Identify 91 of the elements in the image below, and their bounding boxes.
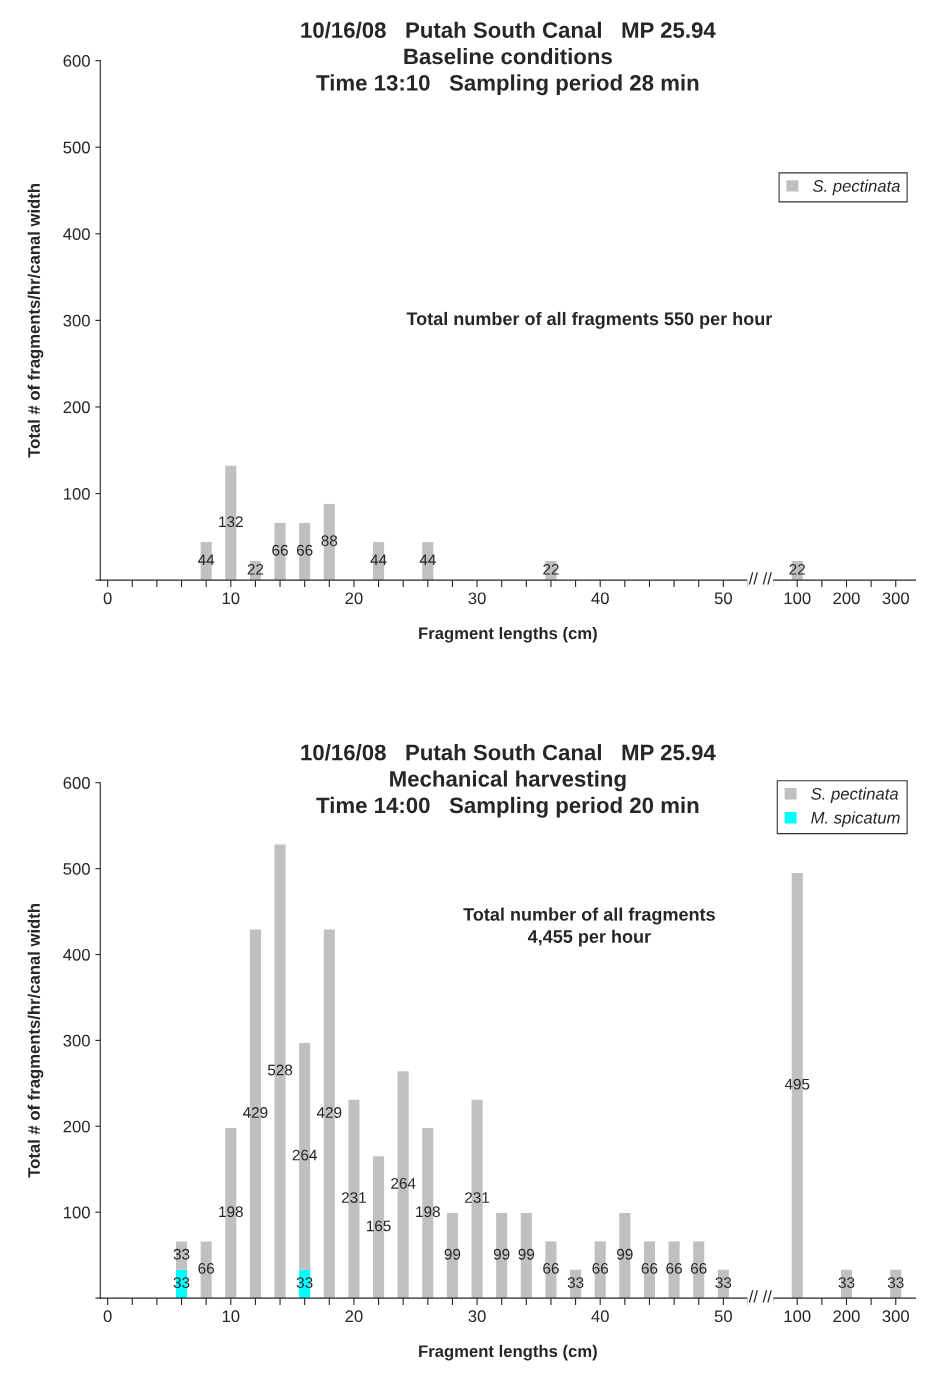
data-label: 99 — [518, 1248, 535, 1260]
x-tick-label: 40 — [591, 592, 609, 605]
data-label: 165 — [366, 1220, 391, 1232]
data-label: 33 — [838, 1277, 855, 1288]
data-label: 66 — [666, 1263, 682, 1274]
y-tick-label: 600 — [63, 777, 90, 789]
data-label: 528 — [267, 1064, 293, 1076]
bar — [545, 1241, 557, 1299]
data-label: 33 — [887, 1277, 904, 1288]
x-tick-label: 50 — [714, 1310, 732, 1323]
chart-subtitle: Baseline conditions Time 13:10 Sampling period 28 min — [316, 48, 699, 96]
data-label: 231 — [465, 1192, 490, 1203]
data-label: 495 — [784, 1078, 810, 1090]
x-tick-label: 300 — [882, 1310, 909, 1323]
x-tick-label: 50 — [714, 592, 732, 605]
y-axis-title: Total # of fragments/hr/canal width — [27, 904, 44, 1178]
legend-label: S. pectinata — [812, 179, 900, 196]
bar — [594, 1241, 606, 1299]
y-tick-label: 100 — [64, 487, 90, 500]
data-label: 22 — [543, 563, 559, 575]
y-tick-label: 500 — [63, 863, 90, 875]
y-tick-label: 200 — [63, 401, 90, 414]
data-label: 198 — [416, 1206, 440, 1218]
x-tick-label: 20 — [345, 592, 363, 605]
chart-subtitle: Mechanical harvesting Time 14:00 Sampling period 20 min — [316, 770, 699, 818]
legend-label: S. pectinata — [811, 787, 899, 804]
data-label: 88 — [321, 535, 338, 547]
data-label: 66 — [641, 1263, 658, 1274]
bar — [668, 1241, 680, 1299]
bar — [693, 1241, 705, 1299]
x-tick-label: 200 — [833, 1310, 860, 1323]
data-label: 22 — [247, 563, 264, 575]
data-label: 429 — [316, 1107, 342, 1118]
y-axis-title: Total # of fragments/hr/canal width — [27, 184, 44, 458]
y-tick-label: 400 — [63, 228, 90, 240]
annotation: Total number of all fragments 4,455 per hour — [463, 907, 715, 947]
data-label: 198 — [219, 1206, 243, 1218]
data-label: 66 — [691, 1263, 707, 1274]
data-label: 231 — [341, 1192, 366, 1203]
data-label: 33 — [567, 1277, 584, 1288]
x-axis-title: Fragment lengths (cm) — [419, 1344, 597, 1361]
x-tick-label: 300 — [882, 592, 909, 605]
data-label: 99 — [444, 1248, 461, 1260]
data-label: 264 — [292, 1149, 317, 1161]
data-label: 33 — [715, 1277, 732, 1288]
data-label: 66 — [296, 544, 313, 556]
annotation: // // — [748, 1290, 772, 1303]
data-label: 99 — [493, 1248, 510, 1260]
y-tick-label: 500 — [63, 141, 90, 154]
bar — [643, 1241, 656, 1299]
x-tick-label: 30 — [468, 592, 486, 605]
bar — [200, 1241, 212, 1299]
bar — [619, 1213, 631, 1299]
data-label: 66 — [198, 1263, 214, 1274]
bar — [520, 1213, 532, 1299]
x-tick-label: 0 — [103, 592, 112, 605]
y-tick-label: 300 — [63, 1034, 90, 1047]
data-label: 429 — [243, 1107, 268, 1118]
bar — [496, 1213, 508, 1299]
x-tick-label: 40 — [591, 1310, 609, 1323]
x-axis-title: Fragment lengths (cm) — [419, 626, 597, 643]
x-tick-label: 10 — [222, 1310, 240, 1323]
annotation: Total number of all fragments 550 per hour — [406, 311, 773, 329]
x-tick-label: 20 — [345, 1310, 363, 1323]
y-tick-label: 400 — [63, 948, 90, 961]
chart-title: 10/16/08 Putah South Canal MP 25.94 — [301, 744, 716, 761]
data-label: 22 — [789, 563, 805, 575]
annotation: // // — [748, 572, 772, 585]
legend-label: M. spicatum — [811, 811, 900, 827]
y-tick-label: 600 — [63, 55, 90, 67]
data-label: 66 — [272, 544, 288, 556]
chart-title: 10/16/08 Putah South Canal MP 25.94 — [301, 21, 716, 39]
data-label: 66 — [543, 1263, 559, 1274]
data-label: 44 — [198, 554, 215, 566]
data-label: 33 — [173, 1248, 190, 1260]
x-tick-label: 200 — [833, 592, 860, 605]
data-label: 99 — [617, 1248, 633, 1260]
x-tick-label: 10 — [222, 592, 240, 605]
data-label: 66 — [592, 1263, 609, 1274]
x-tick-label: 100 — [784, 592, 811, 605]
data-label: 44 — [419, 554, 436, 566]
data-label: 44 — [370, 554, 387, 566]
x-tick-label: 30 — [468, 1310, 486, 1323]
x-tick-label: 100 — [784, 1310, 811, 1323]
bar — [446, 1213, 458, 1299]
y-tick-label: 100 — [64, 1206, 90, 1219]
data-label: 264 — [391, 1177, 416, 1189]
x-tick-label: 0 — [103, 1310, 112, 1323]
data-label: 132 — [219, 516, 243, 528]
y-tick-label: 200 — [63, 1120, 90, 1133]
y-tick-label: 300 — [63, 314, 90, 327]
